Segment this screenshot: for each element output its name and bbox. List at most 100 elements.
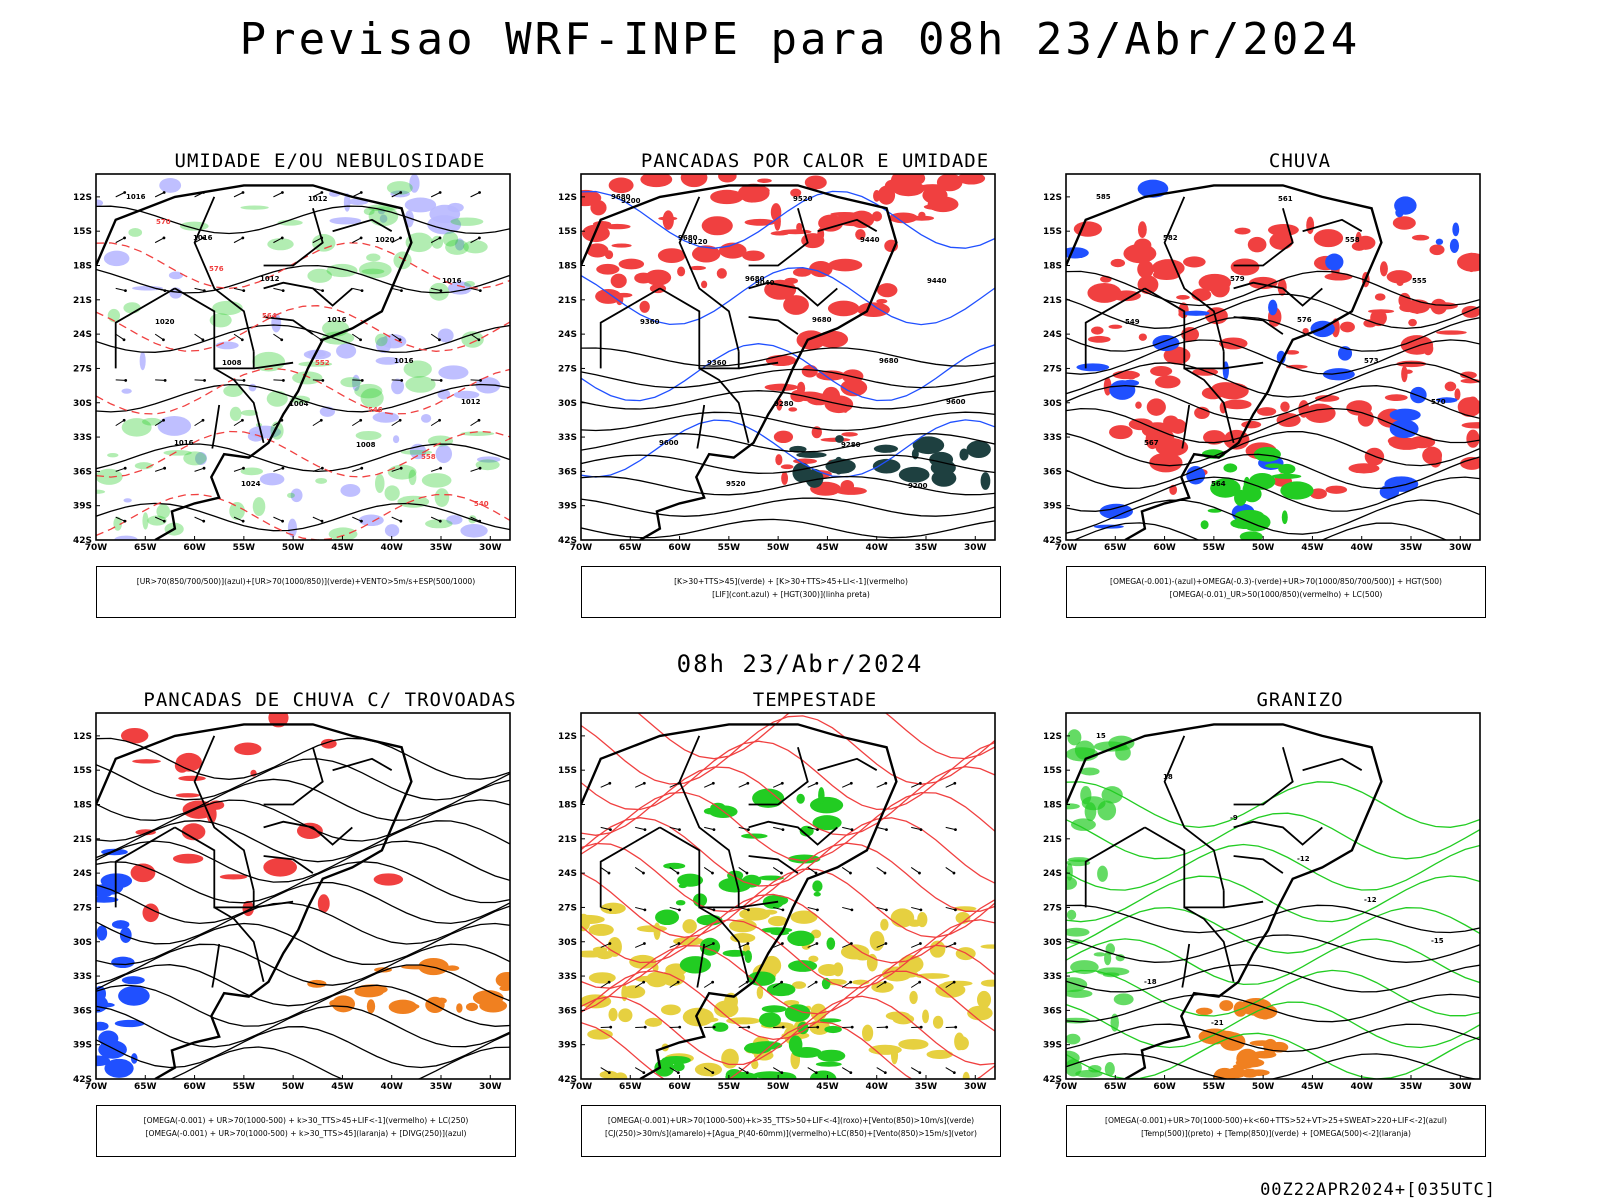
wind-vector <box>115 192 125 198</box>
lat-tick-label: 33S <box>558 433 577 443</box>
country-border <box>1163 735 1225 891</box>
contour-value-label: 1016 <box>442 277 462 285</box>
humidity-green-contour <box>354 383 383 399</box>
legend-granizo: [OMEGA(-0.001)+UR>70(1000-500)+k<60+TTS>… <box>1066 1105 1486 1157</box>
lat-tick-label: 39S <box>558 1041 577 1051</box>
rain-red-area <box>1306 216 1315 235</box>
instability-red-area <box>822 386 841 405</box>
humidity-green-contour <box>464 280 475 287</box>
wind-vector-head <box>642 980 646 984</box>
country-border <box>678 735 740 891</box>
wind-vector-head <box>676 980 680 984</box>
jet-yellow-area <box>980 979 995 987</box>
wind-vector-head <box>241 191 245 194</box>
omega-blue-area <box>1325 253 1344 271</box>
lon-tick-label: 35W <box>1400 1082 1423 1092</box>
wind-vector <box>430 333 440 341</box>
wind-vector-head <box>712 908 716 912</box>
lat-tick-label: 42S <box>558 1075 577 1085</box>
rain-red-area <box>1408 318 1417 327</box>
wind-vector-head <box>849 781 853 785</box>
lon-tick-label: 30W <box>964 1082 987 1092</box>
wind-vector-head <box>319 418 323 422</box>
jet-yellow-area <box>587 1029 613 1040</box>
country-border <box>253 900 294 909</box>
country-border <box>263 747 324 806</box>
hgt300-contour <box>581 368 995 389</box>
contour-value-label: 1016 <box>126 193 146 201</box>
lon-tick-label: 55W <box>718 1082 741 1092</box>
wind-vector <box>669 866 679 874</box>
rain-red-area <box>1176 295 1190 300</box>
instability-red-area <box>757 178 772 183</box>
hgt300-contour <box>581 497 995 517</box>
wind-vector-head <box>478 289 482 293</box>
lat-tick-label: 36S <box>558 1006 577 1016</box>
humidity-blue-area <box>392 435 400 444</box>
thickness-contour <box>96 493 510 540</box>
temp500-contour <box>1066 993 1480 1023</box>
hgt300-contour <box>581 347 995 367</box>
temp850-green-area <box>1067 729 1082 746</box>
instability-red-area <box>871 211 883 222</box>
streamline-250 <box>96 799 510 842</box>
contour-value-label: 1008 <box>222 359 242 367</box>
pressure-contour <box>96 502 510 532</box>
wind-vector-head <box>954 908 957 912</box>
lon-tick-label: 55W <box>718 543 741 553</box>
omega-green-area <box>1200 520 1209 530</box>
wind-vector <box>391 419 401 427</box>
jet-yellow-area <box>588 923 614 936</box>
wind-vector-head <box>203 379 206 382</box>
wind850-green-area <box>788 1035 803 1054</box>
divergence-blue-area <box>104 1058 134 1078</box>
rain-red-area <box>1150 365 1173 377</box>
wind-vector <box>703 981 713 988</box>
wind-vector-head <box>321 289 325 293</box>
legend-chuva: [OMEGA(-0.001)-(azul)+OMEGA(-0.3)-(verde… <box>1066 566 1486 618</box>
country-border <box>1233 208 1294 267</box>
humidity-green-contour <box>460 431 495 436</box>
jet-yellow-area <box>644 1017 663 1027</box>
wind-vector-head <box>360 466 364 470</box>
rain-red-area <box>1399 303 1418 313</box>
humidity-blue-area <box>114 535 138 540</box>
wind-vector <box>154 192 165 198</box>
wind-vector-head <box>477 338 481 342</box>
country-border <box>332 757 393 772</box>
wind850-green-area <box>787 930 815 947</box>
jet-yellow-area <box>730 933 756 943</box>
omega-blue-area <box>1186 465 1206 485</box>
lon-tick-label: 55W <box>1203 1082 1226 1092</box>
wind-vector-head <box>883 1071 887 1075</box>
humidity-green-contour <box>209 313 232 328</box>
wind-vector-head <box>281 519 284 523</box>
wind-vector-head <box>952 1071 956 1075</box>
lat-tick-label: 30S <box>73 399 92 409</box>
streamline-250 <box>169 1046 510 1079</box>
jet-yellow-area <box>890 1045 899 1065</box>
rain-red-area <box>1429 244 1445 256</box>
humidity-green-contour <box>298 361 333 367</box>
temp850-green-area <box>1104 951 1112 966</box>
instability-teal-area <box>835 435 844 443</box>
contour-value-label: 9440 <box>927 277 947 285</box>
temp850-green-area <box>1066 927 1090 937</box>
divergence-blue-area <box>96 1021 109 1031</box>
streamline-250 <box>96 778 510 821</box>
instability-red-area <box>918 211 926 219</box>
lat-tick-label: 15S <box>73 766 92 776</box>
jet-yellow-area <box>608 1007 618 1022</box>
precip-water-contour <box>581 970 995 1041</box>
wind850-green-area <box>824 1025 842 1034</box>
precip-water-contour <box>581 944 995 1015</box>
wind-vector <box>154 333 164 341</box>
hgt500-contour <box>1066 293 1480 330</box>
lat-tick-label: 27S <box>558 903 577 913</box>
instability-red-area <box>716 268 727 279</box>
wind850-green-area <box>744 1042 766 1052</box>
wind-vector <box>669 906 680 911</box>
lon-tick-label: 45W <box>1301 543 1324 553</box>
temp850-green-area <box>1066 989 1093 998</box>
legend-line: [OMEGA(-0.001) + UR>70(1000-500) + k>30_… <box>145 1129 467 1138</box>
